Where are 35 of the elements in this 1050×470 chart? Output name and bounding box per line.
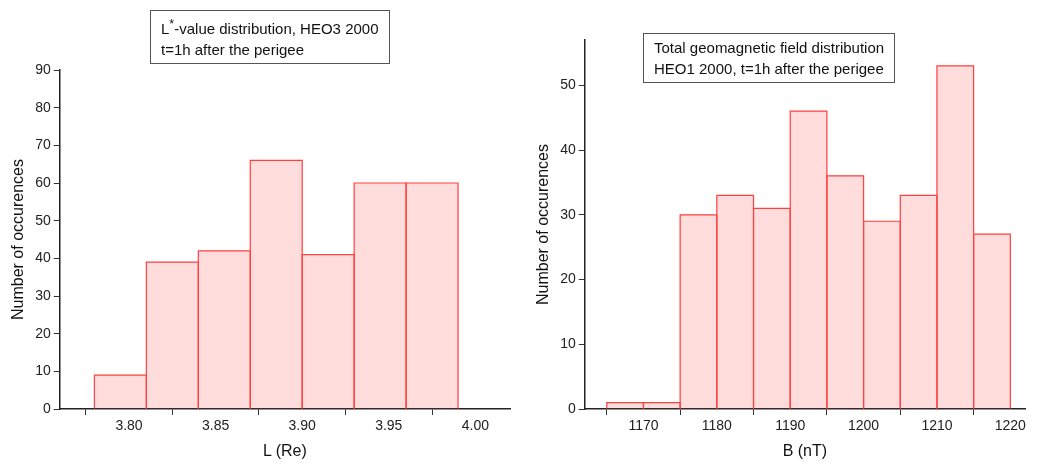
y-axis-title: Number of occurences <box>9 159 27 320</box>
x-axis-title: B (nT) <box>782 441 828 459</box>
y-tick-label: 50 <box>35 211 51 228</box>
y-tick-label: 0 <box>567 399 576 416</box>
x-tick-label: 1220 <box>994 417 1027 434</box>
x-axis-title: L (Re) <box>262 441 307 459</box>
x-tick-label: 1170 <box>628 417 659 434</box>
y-tick-label: 40 <box>35 249 51 266</box>
x-tick-label: 3.90 <box>288 417 317 434</box>
y-tick-label: 20 <box>35 324 51 341</box>
x-tick-label: 3.95 <box>375 417 403 434</box>
y-tick-label: 30 <box>560 205 576 222</box>
y-tick-label: 10 <box>560 335 576 352</box>
x-tick-label: 3.80 <box>115 417 143 434</box>
chart-subtitle: t=1h after the perigee <box>161 40 306 60</box>
y-tick-label: 60 <box>35 173 51 190</box>
x-tick-label: 3.85 <box>202 417 230 434</box>
y-tick-label: 0 <box>42 399 51 416</box>
chart-title: Total geomagnetic field distribution <box>654 38 885 58</box>
y-tick-label: 70 <box>35 136 51 153</box>
chart-title: L$^{*}$-value distribution, HEO3 2000 <box>161 16 379 39</box>
x-tick-label: 4.00 <box>461 417 490 434</box>
text: HEO1 2000, t=1h after the perigee <box>654 59 885 79</box>
y-tick-label: 30 <box>35 286 51 303</box>
y-tick-label: 20 <box>560 270 576 287</box>
y-tick-label: 50 <box>560 76 576 93</box>
y-tick-label: 10 <box>35 362 51 379</box>
y-tick-label: 90 <box>35 60 51 77</box>
y-axis-title: Number of occurences <box>534 144 552 305</box>
y-tick-label: 80 <box>35 98 51 115</box>
x-tick-label: 1200 <box>848 417 880 434</box>
x-tick-label: 1210 <box>921 417 953 434</box>
x-tick-label: 1180 <box>701 417 733 434</box>
y-tick-label: 40 <box>560 140 576 157</box>
x-tick-label: 1190 <box>775 417 806 434</box>
